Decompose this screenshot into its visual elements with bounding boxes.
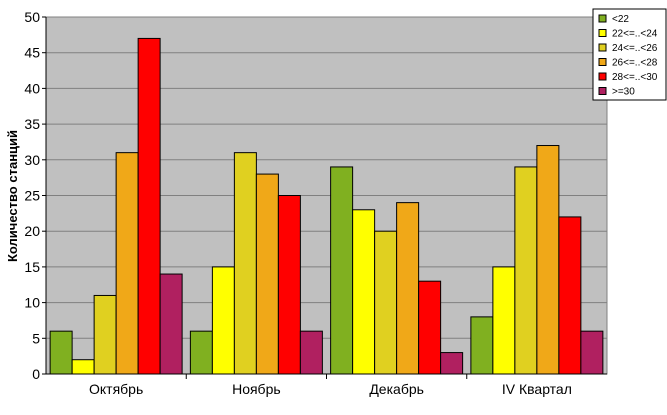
y-axis-label: Количество станций [5,130,20,262]
x-category-label: Декабрь [369,381,424,397]
bar [580,330,604,375]
legend-swatch [598,14,607,23]
x-category-label: Октябрь [89,381,143,397]
bar [558,216,582,375]
bar [536,145,560,375]
bars [49,37,604,375]
bar [277,195,301,375]
y-tick-label: 25 [24,188,40,204]
y-axis-ticks: 0 5 10 15 20 25 30 35 40 45 50 [24,9,46,382]
y-tick-label: 30 [24,152,40,168]
y-tick-label: 10 [24,295,40,311]
y-tick-label: 35 [24,116,40,132]
bar [211,266,235,375]
bar [352,209,376,375]
legend-swatch [598,58,607,66]
bar [93,294,117,375]
y-tick-label: 5 [32,330,40,346]
bar [299,330,323,375]
bar [374,230,398,375]
bar [189,330,213,375]
bar [71,359,95,375]
bar [137,37,161,375]
y-tick-label: 0 [32,366,40,382]
bar [159,273,183,375]
legend-swatch [598,87,607,95]
bar [49,330,73,375]
legend-box [592,8,667,101]
bar [115,152,139,375]
legend-swatch [598,43,607,52]
x-category-label: IV Квартал [502,381,572,397]
y-tick-label: 15 [24,259,40,275]
legend-swatch [598,72,607,81]
y-tick-label: 20 [24,223,40,239]
bar [418,280,442,375]
legend-label: 22<=..<24 [612,29,658,40]
legend-label: 26<=..<28 [612,58,658,69]
bar [330,166,354,375]
y-tick-label: 40 [24,80,40,96]
legend: <22 22<=..<24 24<=..<26 26<=..<28 28<=..<30 >… [592,8,667,101]
legend-label: >=30 [612,87,635,98]
bar [492,266,516,375]
bar [396,202,420,375]
legend-swatch [598,29,607,37]
x-axis-labels: Октябрь Ноябрь Декабрь IV Квартал [89,374,572,397]
legend-label: 28<=..<30 [612,72,658,83]
x-category-label: Ноябрь [232,381,281,397]
legend-label: <22 [612,14,629,25]
legend-label: 24<=..<26 [612,43,658,54]
bar [255,173,279,375]
bar [440,352,464,375]
y-tick-label: 50 [24,9,40,25]
bar [470,316,494,375]
bar [514,166,538,375]
bar [233,152,257,375]
y-tick-label: 45 [24,45,40,61]
